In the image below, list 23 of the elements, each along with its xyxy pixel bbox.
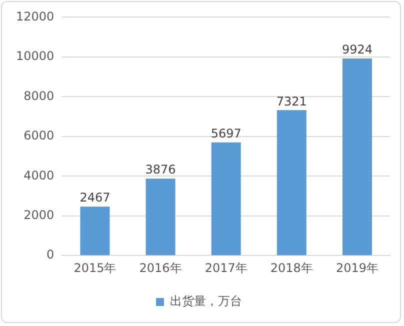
data-label: 3876 [145, 162, 176, 177]
bar [342, 58, 372, 256]
y-tick-label: 8000 [24, 88, 54, 103]
data-label: 7321 [276, 94, 307, 108]
y-tick-label: 2000 [24, 208, 54, 222]
x-tick-label: 2015年 [74, 260, 116, 275]
x-tick-label: 2019年 [336, 260, 378, 275]
data-label: 5697 [210, 126, 242, 141]
legend-label: 出货量，万台 [170, 294, 242, 308]
x-tick-label: 2018年 [270, 260, 313, 275]
bar [80, 206, 110, 256]
x-tick-label: 2016年 [139, 260, 182, 275]
y-tick-label: 6000 [24, 128, 54, 143]
bar [211, 142, 241, 256]
x-tick-label: 2017年 [204, 260, 248, 275]
y-tick-label: 10000 [16, 49, 54, 64]
y-tick-label: 0 [46, 248, 54, 262]
data-label: 2467 [80, 190, 110, 205]
bar [276, 110, 306, 256]
y-tick-label: 12000 [16, 9, 54, 24]
bar [146, 178, 176, 256]
y-tick-label: 4000 [24, 168, 54, 182]
data-label: 9924 [342, 42, 372, 57]
